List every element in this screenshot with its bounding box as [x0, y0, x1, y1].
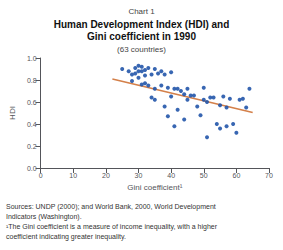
svg-text:Gini coefficient¹: Gini coefficient¹ — [127, 183, 182, 192]
svg-text:30: 30 — [135, 172, 143, 179]
svg-text:60: 60 — [232, 172, 240, 179]
svg-text:Gini coefficient in 1990: Gini coefficient in 1990 — [87, 31, 196, 42]
svg-text:coefficient indicating greater: coefficient indicating greater inequalit… — [6, 233, 126, 241]
svg-text:10: 10 — [69, 172, 77, 179]
svg-text:50: 50 — [200, 172, 208, 179]
svg-text:0.0: 0.0 — [27, 165, 37, 172]
svg-text:0.2: 0.2 — [27, 143, 37, 150]
svg-text:1.0: 1.0 — [27, 55, 37, 62]
svg-text:Chart 1: Chart 1 — [128, 7, 155, 16]
svg-text:Sources: UNDP (2000); and Worl: Sources: UNDP (2000); and World Bank, 20… — [6, 203, 216, 211]
svg-text:0.8: 0.8 — [27, 77, 37, 84]
svg-text:Human Development Index (HDI): Human Development Index (HDI) and — [54, 19, 230, 30]
svg-text:20: 20 — [102, 172, 110, 179]
svg-text:0: 0 — [39, 172, 43, 179]
svg-text:(63 countries): (63 countries) — [117, 45, 166, 54]
svg-text:0.6: 0.6 — [27, 99, 37, 106]
svg-text:HDI: HDI — [8, 106, 17, 120]
svg-text:70: 70 — [265, 172, 273, 179]
svg-text:¹The Gini coefficient is a mea: ¹The Gini coefficient is a measure of in… — [6, 223, 218, 231]
svg-text:0.4: 0.4 — [27, 121, 37, 128]
svg-text:Indicators (Washington).: Indicators (Washington). — [6, 213, 82, 221]
svg-text:40: 40 — [167, 172, 175, 179]
